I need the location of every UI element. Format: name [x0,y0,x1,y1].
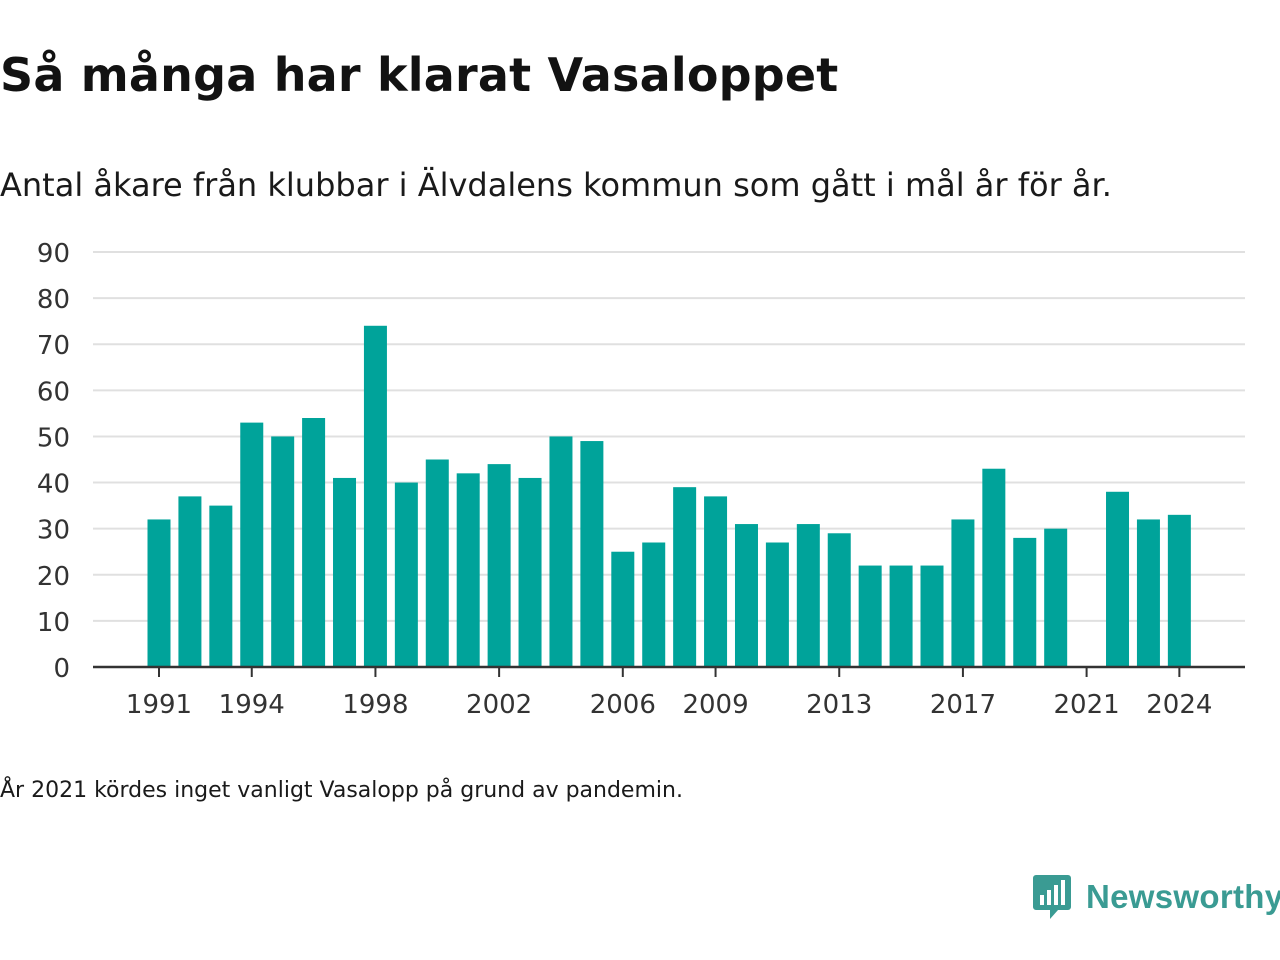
bar-2006 [611,551,635,667]
bar-2002 [487,464,511,667]
bar-1999 [394,482,418,667]
bar-2009 [704,496,728,667]
x-tick-label: 2009 [682,690,748,720]
bar-1996 [302,418,326,667]
bar-2001 [456,473,480,667]
bar-2019 [1013,537,1037,667]
bar-2005 [580,441,604,667]
bar-1992 [178,496,202,667]
bar-1995 [271,436,295,667]
brand-name: Newsworthy [1086,878,1280,915]
y-tick-label: 50 [37,423,70,453]
gridlines [93,251,1245,622]
bar-1994 [240,422,264,667]
bar-2018 [982,468,1006,667]
bar-2023 [1136,519,1160,667]
bar-2014 [858,565,882,667]
y-tick-label: 20 [37,562,70,592]
bar-1991 [147,519,171,667]
y-tick-label: 0 [53,654,70,684]
bar-1998 [363,325,387,667]
x-tick-label: 1994 [219,690,285,720]
y-tick-label: 10 [37,608,70,638]
x-tick-label: 2013 [806,690,872,720]
x-tick-label: 2024 [1146,690,1212,720]
x-tick-label: 2021 [1054,690,1120,720]
bar-2000 [425,459,449,667]
y-tick-label: 60 [37,377,70,407]
bar-2013 [827,533,851,667]
bar-1997 [333,477,357,667]
chart-subtitle: Antal åkare från klubbar i Älvdalens kom… [0,166,1112,204]
y-tick-label: 70 [37,331,70,361]
newsworthy-logo-icon [1033,875,1071,919]
bar-2008 [673,487,697,667]
bar-2017 [951,519,975,667]
bar-2003 [518,477,542,667]
x-tick-label: 2002 [466,690,532,720]
bar-2010 [734,524,758,667]
bar-2020 [1044,528,1068,667]
bar-2024 [1167,514,1191,667]
chart-title: Så många har klarat Vasaloppet [0,48,839,102]
bar-2004 [549,436,573,667]
x-axis: 1991 1994 1998 2002 2006 2009 2013 2017 2021 2024 [93,665,1245,720]
y-tick-label: 90 [37,239,70,269]
y-tick-label: 80 [37,285,70,315]
bar-1993 [209,505,233,667]
bar-2007 [642,542,666,667]
y-tick-label: 30 [37,516,70,546]
y-axis-ticks: 0 10 20 30 40 50 60 70 80 90 [37,239,70,684]
x-tick-label: 1998 [342,690,408,720]
newsworthy-brand: Newsworthy [1032,872,1280,922]
bar-2011 [765,542,789,667]
x-tick-label: 2006 [590,690,656,720]
y-tick-label: 40 [37,470,70,500]
bar-chart: 0 10 20 30 40 50 60 70 80 90 1991 1994 1998 2002 2006… [37,239,1245,720]
bar-2012 [796,524,820,667]
bar-2016 [920,565,944,667]
bar-2015 [889,565,913,667]
bars [147,325,1191,667]
footnote: År 2021 kördes inget vanligt Vasalopp på… [0,778,683,803]
x-tick-label: 1991 [126,690,192,720]
x-tick-label: 2017 [930,690,996,720]
bar-2022 [1106,491,1130,667]
